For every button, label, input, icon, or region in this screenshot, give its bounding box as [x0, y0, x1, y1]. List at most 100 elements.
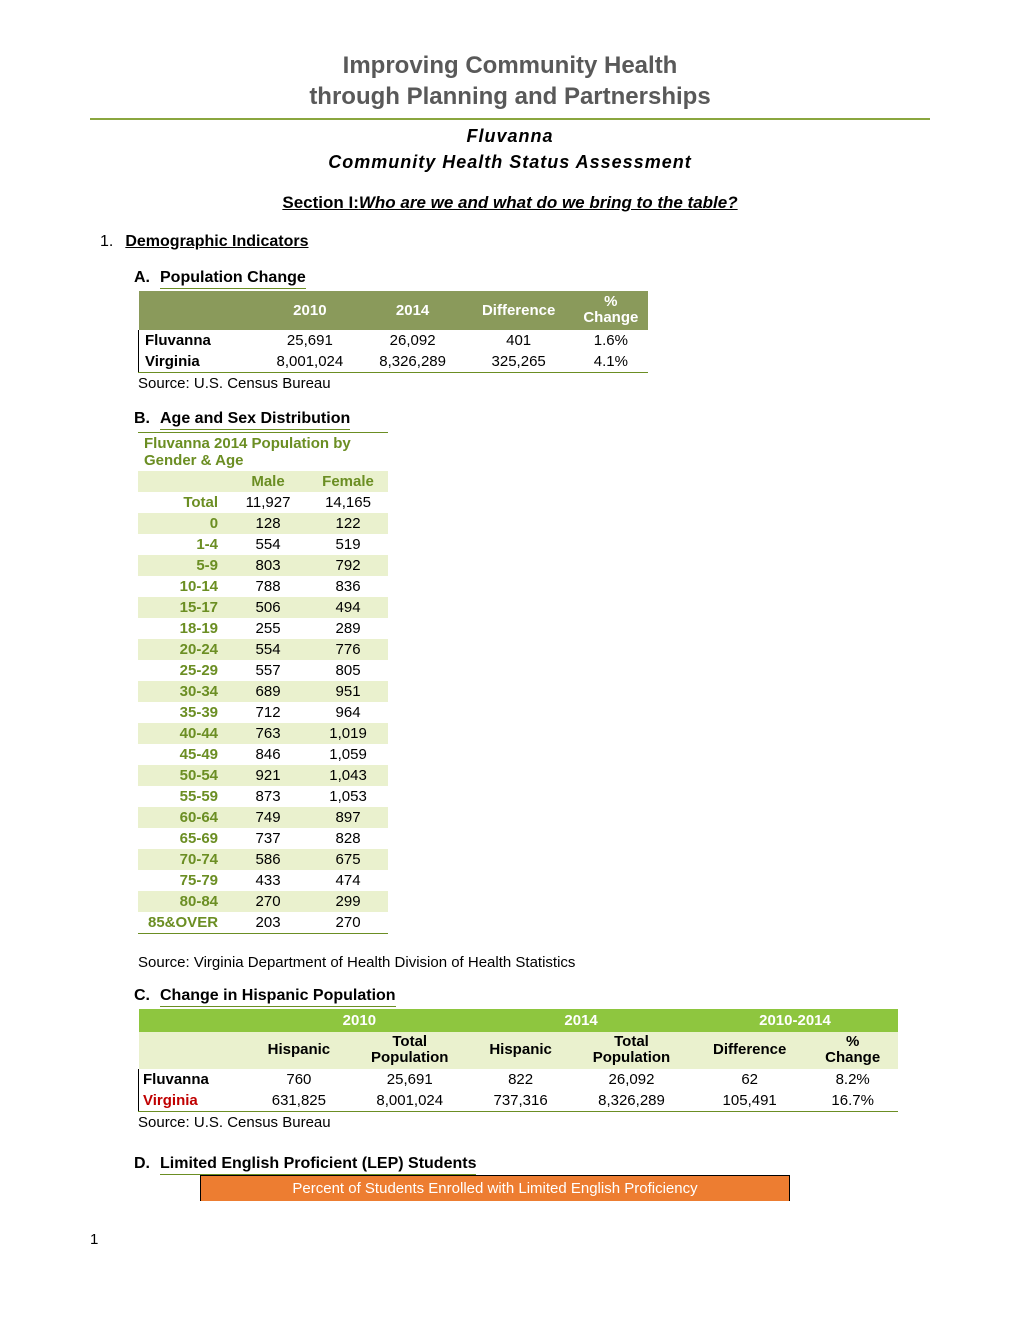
- subtitle-line1: Fluvanna: [466, 126, 553, 146]
- age-label: 65-69: [138, 828, 228, 849]
- cell: 14,165: [308, 492, 388, 513]
- cell: 128: [228, 513, 308, 534]
- cell: 4.1%: [573, 351, 648, 373]
- table-row: 70-74586675: [138, 849, 388, 870]
- cell: 776: [308, 639, 388, 660]
- cell: 494: [308, 597, 388, 618]
- table-row: 20-24554776: [138, 639, 388, 660]
- cell: 897: [308, 807, 388, 828]
- table-row: Virginia 8,001,024 8,326,289 325,265 4.1…: [139, 351, 649, 373]
- age-label: 15-17: [138, 597, 228, 618]
- cell: 554: [228, 534, 308, 555]
- C-letter: C.: [134, 987, 150, 1007]
- A-title: Population Change: [160, 269, 306, 289]
- th-diff: Difference: [692, 1032, 807, 1069]
- section-D: D. Limited English Proficient (LEP) Stud…: [90, 1155, 930, 1175]
- age-label: 25-29: [138, 660, 228, 681]
- cell: 760: [249, 1069, 350, 1090]
- th-female: Female: [308, 471, 388, 492]
- table-row: 10-14788836: [138, 576, 388, 597]
- cell: 749: [228, 807, 308, 828]
- cell: 255: [228, 618, 308, 639]
- cell: 62: [692, 1069, 807, 1090]
- cell: 299: [308, 891, 388, 912]
- th-male: Male: [228, 471, 308, 492]
- table-row: 30-34689951: [138, 681, 388, 702]
- section-heading: Section I:Who are we and what do we brin…: [90, 193, 930, 213]
- age-label: 75-79: [138, 870, 228, 891]
- th-blank: [139, 1009, 249, 1032]
- age-label: 45-49: [138, 744, 228, 765]
- table-row: 15-17506494: [138, 597, 388, 618]
- title-line2: through Planning and Partnerships: [309, 83, 710, 110]
- cell: 1.6%: [573, 330, 648, 351]
- cell: 474: [308, 870, 388, 891]
- cell: 26,092: [361, 330, 464, 351]
- age-label: 55-59: [138, 786, 228, 807]
- th-pct: %Change: [573, 291, 648, 330]
- cell: 16.7%: [807, 1090, 898, 1112]
- cell: 689: [228, 681, 308, 702]
- page-number: 1: [90, 1231, 930, 1248]
- table-row: 2010 2014 Difference %Change: [139, 291, 649, 330]
- B-letter: B.: [134, 410, 150, 430]
- table-row: Hispanic TotalPopulation Hispanic TotalP…: [139, 1032, 899, 1069]
- cell: 25,691: [259, 330, 362, 351]
- cell: 11,927: [228, 492, 308, 513]
- table-age-sex: Fluvanna 2014 Population by Gender & Age…: [138, 432, 388, 934]
- age-label: 35-39: [138, 702, 228, 723]
- cell: 270: [308, 912, 388, 934]
- cell: 401: [464, 330, 573, 351]
- row-label: Virginia: [139, 351, 259, 373]
- cell: 951: [308, 681, 388, 702]
- cell: 25,691: [349, 1069, 470, 1090]
- th-range: 2010-2014: [692, 1009, 898, 1032]
- th-pct: %Change: [807, 1032, 898, 1069]
- cell: 105,491: [692, 1090, 807, 1112]
- section-label: Section I:: [282, 193, 359, 212]
- cell: 586: [228, 849, 308, 870]
- age-label: 30-34: [138, 681, 228, 702]
- title-rule: [90, 118, 930, 120]
- C-title: Change in Hispanic Population: [160, 987, 396, 1007]
- cell: 519: [308, 534, 388, 555]
- source-C: Source: U.S. Census Bureau: [138, 1114, 930, 1131]
- cell: 8,001,024: [259, 351, 362, 373]
- cell: 921: [228, 765, 308, 786]
- main-title: Improving Community Health through Plann…: [90, 50, 930, 112]
- B-title: Age and Sex Distribution: [160, 410, 350, 430]
- table-row: 45-498461,059: [138, 744, 388, 765]
- cell: 122: [308, 513, 388, 534]
- cell: 203: [228, 912, 308, 934]
- section-A: A. Population Change: [90, 269, 930, 289]
- age-label: 70-74: [138, 849, 228, 870]
- table-row: 60-64749897: [138, 807, 388, 828]
- table-row: 1-4554519: [138, 534, 388, 555]
- cell: 805: [308, 660, 388, 681]
- cell: 788: [228, 576, 308, 597]
- cell: 964: [308, 702, 388, 723]
- D-letter: D.: [134, 1155, 150, 1175]
- cell: 8,001,024: [349, 1090, 470, 1112]
- table-row: 85&OVER203270: [138, 912, 388, 934]
- section-question: Who are we and what do we bring to the t…: [359, 193, 738, 212]
- th-blank: [138, 471, 228, 492]
- section-C: C. Change in Hispanic Population: [90, 987, 930, 1007]
- table-row: 18-19255289: [138, 618, 388, 639]
- cell: 1,053: [308, 786, 388, 807]
- th-2010: 2010: [249, 1009, 471, 1032]
- th-hispanic: Hispanic: [470, 1032, 571, 1069]
- th-2014: 2014: [470, 1009, 692, 1032]
- lep-header: Percent of Students Enrolled with Limite…: [200, 1175, 790, 1201]
- cell: 803: [228, 555, 308, 576]
- cell: 554: [228, 639, 308, 660]
- cell: 712: [228, 702, 308, 723]
- age-label: 85&OVER: [138, 912, 228, 934]
- D-title: Limited English Proficient (LEP) Student…: [160, 1155, 476, 1175]
- table-row: 80-84270299: [138, 891, 388, 912]
- A-letter: A.: [134, 269, 150, 289]
- table-row: 75-79433474: [138, 870, 388, 891]
- section-B: B. Age and Sex Distribution: [90, 410, 930, 430]
- table-row: 35-39712964: [138, 702, 388, 723]
- table-row: 5-9803792: [138, 555, 388, 576]
